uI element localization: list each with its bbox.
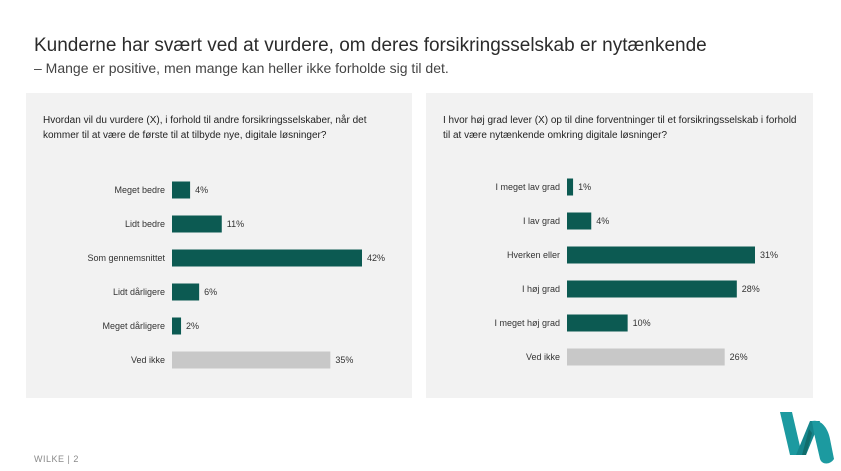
bar-left	[172, 249, 362, 267]
value-label-right: 26%	[730, 352, 748, 362]
category-label-left: Lidt dårligere	[113, 287, 165, 297]
bar-chart-left: Meget bedre 4% Lidt bedre 11% Som gennemsnit…	[87, 181, 385, 369]
value-label-right: 28%	[742, 284, 760, 294]
category-label-right: I lav grad	[523, 216, 560, 226]
bar-right	[567, 212, 592, 230]
footer-page-number: WILKE | 2	[34, 454, 79, 464]
bar-right	[567, 280, 737, 298]
bar-left	[172, 283, 200, 301]
category-label-left: Ved ikke	[131, 355, 165, 365]
value-label-right: 31%	[760, 250, 778, 260]
category-label-right: I meget høj grad	[494, 318, 560, 328]
category-label-left: Meget dårligere	[102, 321, 165, 331]
bar-right	[567, 178, 574, 196]
value-label-right: 1%	[578, 182, 591, 192]
value-label-left: 2%	[186, 321, 199, 331]
wilke-logo-icon	[780, 412, 834, 464]
value-label-left: 6%	[204, 287, 217, 297]
chart-question-right: I hvor høj grad lever (X) op til dine fo…	[443, 115, 797, 141]
category-label-left: Meget bedre	[114, 185, 165, 195]
category-label-right: Ved ikke	[526, 352, 560, 362]
bar-left	[172, 215, 222, 233]
bar-right	[567, 246, 755, 264]
value-label-left: 42%	[367, 253, 385, 263]
page-title: Kunderne har svært ved at vurdere, om de…	[34, 35, 707, 56]
chart-question-left: Hvordan vil du vurdere (X), i forhold ti…	[43, 115, 367, 141]
category-label-right: I meget lav grad	[495, 182, 560, 192]
bar-chart-right: I meget lav grad 1% I lav grad 4% Hverken el…	[494, 178, 778, 366]
bar-left	[172, 181, 191, 199]
bar-left	[172, 317, 182, 335]
chart-panel-left: Hvordan vil du vurdere (X), i forhold ti…	[26, 93, 412, 398]
value-label-left: 35%	[335, 355, 353, 365]
bar-right	[567, 348, 725, 366]
category-label-right: Hverken eller	[507, 250, 560, 260]
value-label-left: 11%	[227, 219, 244, 229]
category-label-right: I høj grad	[522, 284, 560, 294]
chart-panel-right: I hvor høj grad lever (X) op til dine fo…	[426, 93, 813, 398]
value-label-right: 10%	[633, 318, 651, 328]
bar-left	[172, 351, 331, 369]
category-label-left: Som gennemsnittet	[87, 253, 165, 263]
category-label-left: Lidt bedre	[125, 219, 165, 229]
bar-right	[567, 314, 628, 332]
page-subtitle: – Mange er positive, men mange kan helle…	[34, 60, 449, 76]
value-label-left: 4%	[195, 185, 208, 195]
value-label-right: 4%	[596, 216, 609, 226]
